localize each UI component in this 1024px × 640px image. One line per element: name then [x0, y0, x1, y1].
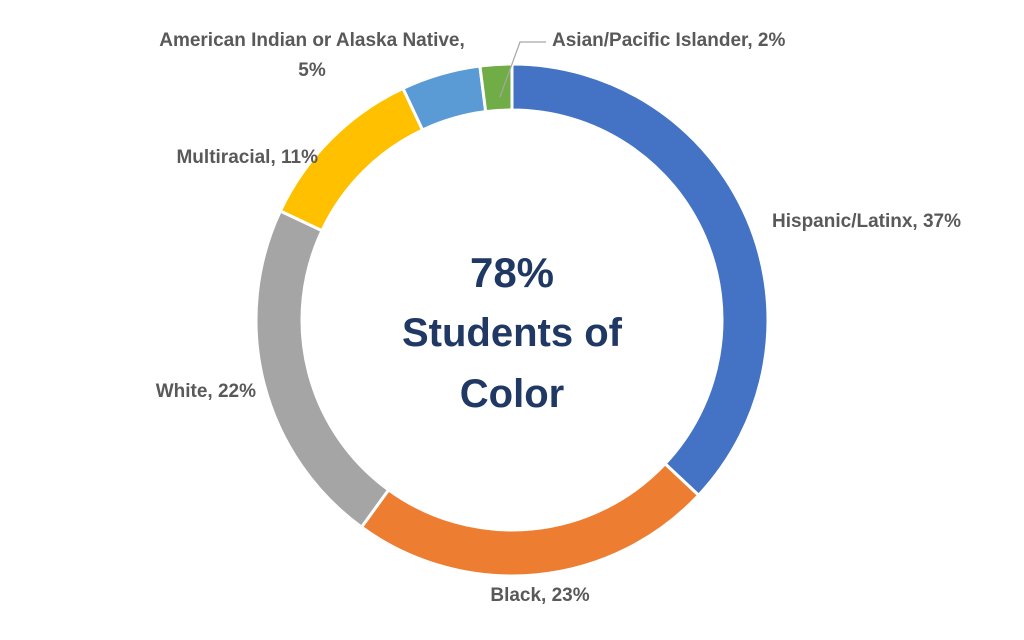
- slice-black: [360, 462, 701, 578]
- slice-asian-pacific-islander: [478, 62, 514, 114]
- label-multiracial: Multiracial, 11%: [176, 147, 318, 168]
- slice-white: [254, 209, 391, 529]
- leader-line-asian-pacific-islander: [499, 41, 546, 98]
- center-caption-line2: Color: [460, 372, 564, 416]
- leader-lines: [499, 41, 546, 98]
- label-hispanic-latinx: Hispanic/Latinx, 37%: [772, 211, 961, 232]
- center-percentage: 78%: [470, 249, 554, 296]
- center-caption-line1: Students of: [402, 311, 623, 355]
- label-white: White, 22%: [156, 381, 256, 402]
- label-american-indian-line1: American Indian or Alaska Native,: [159, 30, 465, 51]
- label-asian-pacific-islander: Asian/Pacific Islander, 2%: [552, 30, 785, 51]
- label-black: Black, 23%: [490, 585, 589, 606]
- donut-slices: [254, 62, 770, 578]
- label-american-indian-line2: 5%: [298, 60, 326, 81]
